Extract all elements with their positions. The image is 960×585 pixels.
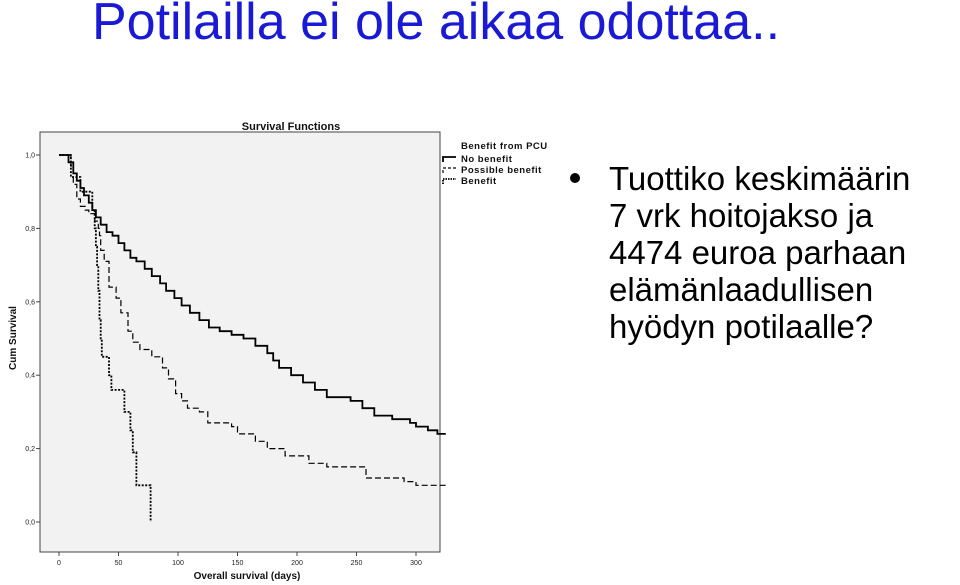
series-line-no-benefit (59, 154, 446, 435)
x-axis-title: Overall survival (days) (194, 571, 301, 582)
y-axis-title: Cum Survival (8, 306, 19, 370)
chart-title: Survival Functions (242, 121, 340, 133)
plot-background (39, 131, 441, 553)
x-tick-label: 250 (351, 560, 363, 567)
slide-title: Potilailla ei ole aikaa odottaa.. (92, 0, 781, 51)
bullet-line: elämänlaadullisen (609, 271, 874, 308)
legend-entry: Possible benefit (461, 165, 542, 176)
x-tick-label: 100 (172, 560, 184, 567)
bullet-marker (570, 173, 580, 183)
bullet-item-text: Tuottiko keskimäärin 7 vrk hoitojakso ja… (609, 160, 910, 345)
x-tick-label: 200 (291, 560, 303, 567)
legend-swatch (442, 167, 456, 173)
bullet-line: 4474 euroa parhaan (609, 234, 907, 271)
y-tick-label: 0,4 (25, 373, 35, 380)
y-tick-label: 0,8 (25, 226, 35, 233)
bullet-line: hyödyn potilaalle? (609, 308, 874, 345)
legend-title: Benefit from PCU (461, 141, 548, 152)
y-tick-label: 0,2 (25, 446, 35, 453)
bullet-line: Tuottiko keskimäärin (609, 160, 911, 197)
series-line-benefit (59, 154, 152, 522)
x-tick-label: 150 (232, 560, 244, 567)
x-tick-label: 50 (115, 560, 123, 567)
y-axis: 0,0 0,2 0,4 0,6 0,8 1,0 (25, 153, 40, 527)
legend-swatch (442, 178, 456, 184)
series-line-possible-benefit (59, 154, 446, 486)
x-axis: 0 50 100 150 200 250 300 (57, 552, 422, 567)
survival-chart: Survival Functions 0,0 0,2 0,4 0,6 0,8 1,0 0 5… (8, 121, 548, 582)
y-tick-label: 1,0 (25, 153, 35, 160)
legend-swatch (442, 156, 456, 162)
y-tick-label: 0,6 (25, 299, 35, 306)
x-tick-label: 300 (410, 560, 422, 567)
legend-entry: Benefit (461, 176, 497, 187)
y-tick-label: 0,0 (25, 520, 35, 527)
legend-entry: No benefit (461, 154, 513, 165)
bullet-line: 7 vrk hoitojakso ja (609, 197, 874, 234)
series-layer (59, 154, 446, 522)
x-tick-label: 0 (57, 560, 61, 567)
